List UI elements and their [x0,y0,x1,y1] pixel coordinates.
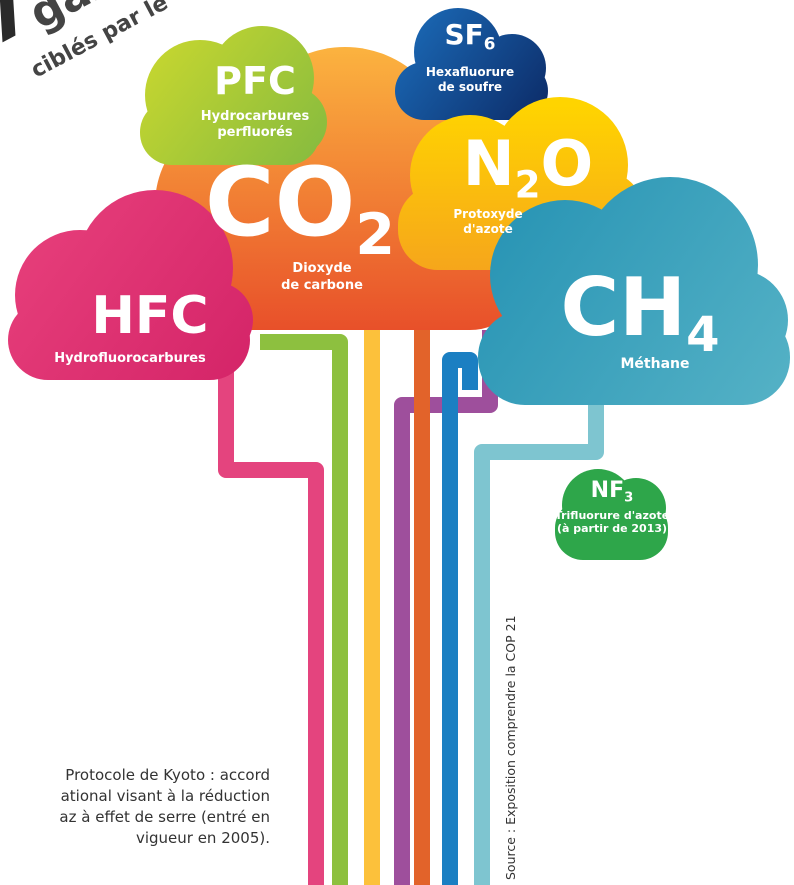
infographic: 7 gaz ciblés par le PFC Hydrocarburesperf… [0,0,794,885]
note-line: ational visant à la réduction [61,787,270,805]
formula-main: NF [591,478,624,503]
formula-main: HFC [91,286,208,346]
note: Protocole de Kyoto : accord ational visa… [59,766,270,847]
cloud-description: Protoxyde [453,207,522,221]
stem [450,360,470,885]
cloud-description: d'azote [463,222,512,236]
source: Source : Exposition comprendre la COP 21 [503,615,518,880]
cloud-description: Méthane [621,356,690,372]
cloud-description: (à partir de 2013) [557,522,667,535]
stem [482,395,596,885]
cloud-description: perfluorés [217,125,293,140]
formula-main: N [463,127,515,200]
formula: HFC [91,286,208,346]
formula-main: SF [445,18,484,51]
formula-subscript: 3 [624,490,633,505]
note-line: vigueur en 2005). [136,829,270,847]
formula-main: PFC [214,59,296,103]
cloud-description: Hexafluorure [426,65,514,79]
formula-suffix: O [541,127,594,200]
formula-main: CH [560,261,686,354]
note-line: az à effet de serre (entré en [59,808,270,826]
formula-subscript: 4 [686,307,719,363]
cloud-description: Hydrocarbures [201,109,310,124]
cloud-description: Trifluorure d'azote [555,509,669,522]
formula-subscript: 6 [484,34,496,54]
formula-main: CO [205,148,355,258]
formula-subscript: 2 [515,162,541,206]
stem [260,342,340,885]
cloud-description: de carbone [281,278,363,293]
cloud-description: de soufre [438,80,502,94]
cloud-description: Hydrofluorocarbures [54,351,206,366]
header: 7 gaz ciblés par le [0,0,172,83]
cloud-description: Dioxyde [292,261,351,276]
formula: PFC [214,59,296,103]
formula-subscript: 2 [355,202,395,268]
note-line: Protocole de Kyoto : accord [65,766,270,784]
